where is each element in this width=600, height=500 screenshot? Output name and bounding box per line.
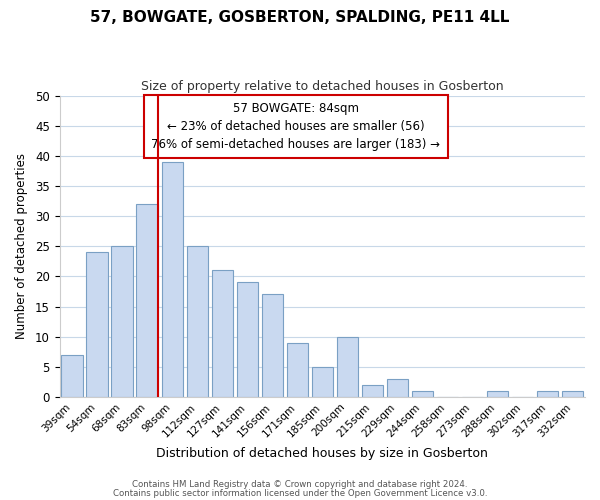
Text: Contains HM Land Registry data © Crown copyright and database right 2024.: Contains HM Land Registry data © Crown c… [132, 480, 468, 489]
Text: Contains public sector information licensed under the Open Government Licence v3: Contains public sector information licen… [113, 488, 487, 498]
Bar [387, 379, 408, 397]
Text: 57 BOWGATE: 84sqm
← 23% of detached houses are smaller (56)
76% of semi-detached: 57 BOWGATE: 84sqm ← 23% of detached hous… [151, 102, 440, 150]
Title: Size of property relative to detached houses in Gosberton: Size of property relative to detached ho… [141, 80, 503, 93]
Bar [311, 367, 333, 397]
Bar [562, 391, 583, 397]
Bar [487, 391, 508, 397]
Bar [61, 355, 83, 397]
Text: 57, BOWGATE, GOSBERTON, SPALDING, PE11 4LL: 57, BOWGATE, GOSBERTON, SPALDING, PE11 4… [91, 10, 509, 25]
Bar [161, 162, 183, 397]
Bar [86, 252, 108, 397]
Bar [287, 342, 308, 397]
Bar [262, 294, 283, 397]
Bar [236, 282, 258, 397]
Bar [187, 246, 208, 397]
Y-axis label: Number of detached properties: Number of detached properties [15, 154, 28, 340]
Bar [362, 385, 383, 397]
Bar [537, 391, 558, 397]
Bar [412, 391, 433, 397]
Bar [337, 336, 358, 397]
Bar [112, 246, 133, 397]
X-axis label: Distribution of detached houses by size in Gosberton: Distribution of detached houses by size … [157, 447, 488, 460]
Bar [136, 204, 158, 397]
Bar [212, 270, 233, 397]
